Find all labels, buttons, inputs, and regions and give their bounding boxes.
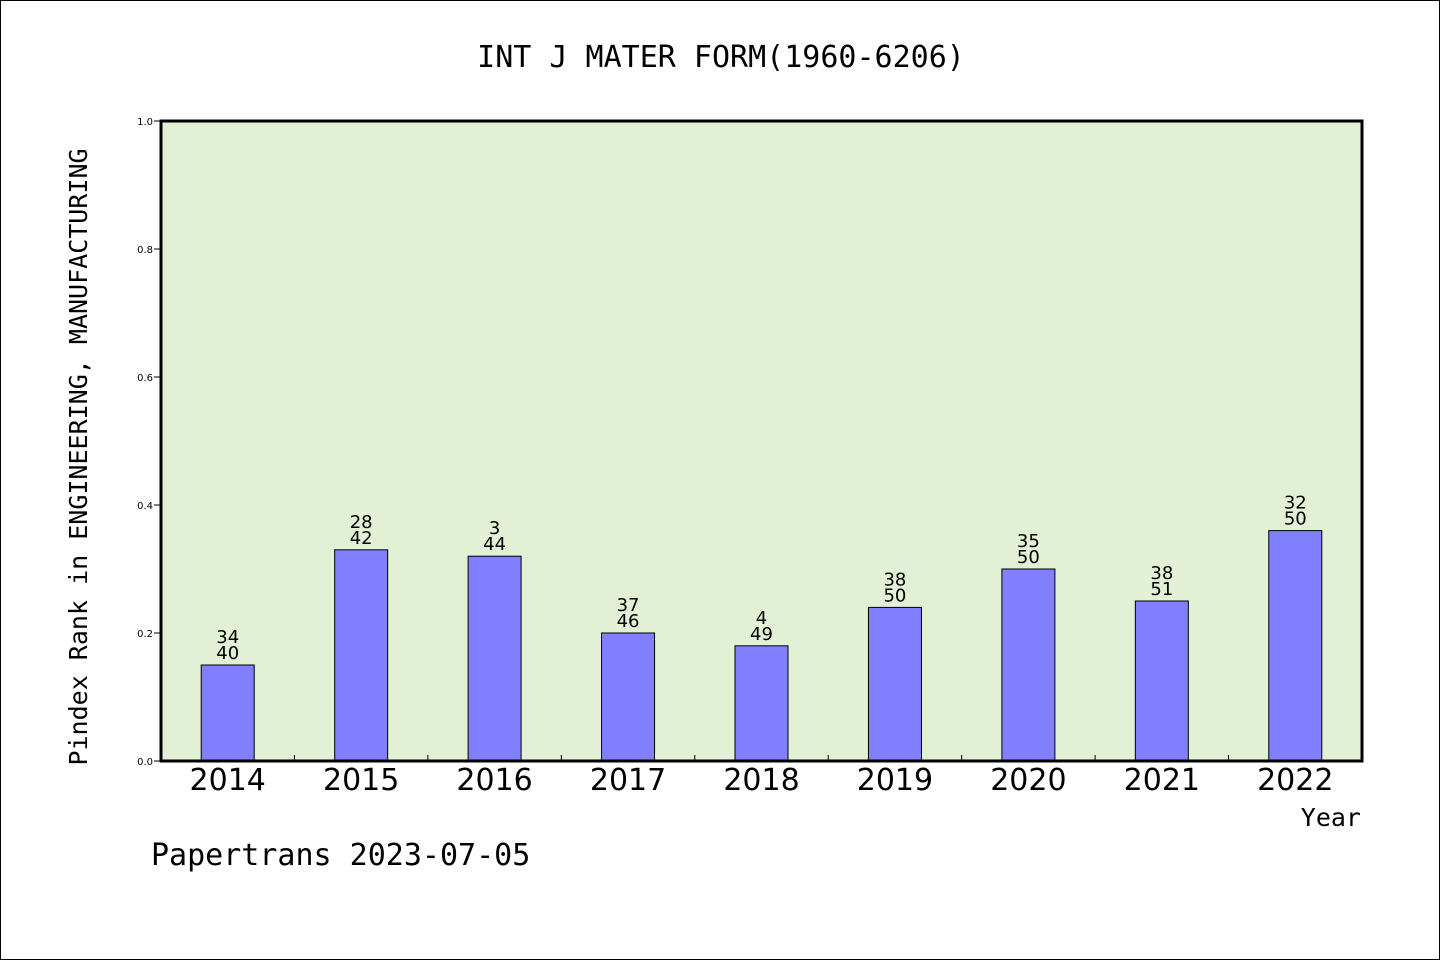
bar-rank-label: 38: [1150, 563, 1173, 584]
bar-total-label: 50: [883, 585, 906, 606]
bar-2021: [1134, 600, 1189, 762]
x-tick-label: 2015: [323, 763, 399, 798]
bar-total-label: 44: [483, 534, 506, 555]
bar-2016: [467, 555, 522, 762]
bar-total-label: 42: [350, 528, 373, 549]
bar-total-label: 49: [750, 624, 773, 645]
bar-rank-label: 34: [216, 627, 239, 648]
bar-rank-label: 28: [350, 512, 373, 533]
bar-2014: [200, 664, 255, 762]
x-tick-label: 2020: [990, 763, 1066, 798]
bar-series: [200, 530, 1323, 762]
y-axis: 0.0 0.2 0.4 0.6 0.8 1.0: [137, 117, 161, 768]
x-tick-label: 2016: [456, 763, 532, 798]
y-tick-label: 0.0: [137, 757, 153, 768]
bar-total-label: 40: [216, 643, 239, 664]
bar-rank-label: 32: [1284, 493, 1307, 514]
x-tick-label: 2019: [857, 763, 933, 798]
x-axis: 2014 2015 2016 2017 2018 2019 2020 2021 2022: [190, 755, 1333, 798]
x-tick-label: 2017: [590, 763, 666, 798]
x-tick-label: 2018: [723, 763, 799, 798]
bar-2020: [1001, 568, 1056, 762]
bar-2022: [1268, 530, 1323, 762]
bar-rank-label: 3: [489, 518, 500, 539]
bar-2018: [734, 645, 789, 762]
y-tick-label: 0.2: [137, 629, 153, 640]
chart-title: INT J MATER FORM(1960-6206): [477, 40, 965, 75]
y-tick-label: 0.6: [137, 373, 153, 384]
bar-2015: [334, 549, 389, 762]
bar-total-label: 51: [1150, 579, 1173, 600]
x-tick-label: 2014: [190, 763, 266, 798]
bar-rank-label: 35: [1017, 531, 1040, 552]
bar-rank-label: 4: [756, 608, 767, 629]
bar-total-label: 50: [1017, 547, 1040, 568]
bar-2019: [867, 606, 922, 762]
bar-total-label: 50: [1284, 509, 1307, 530]
plot-border: [159, 119, 1364, 763]
y-tick-label: 1.0: [137, 117, 153, 128]
bar-rank-label: 38: [883, 569, 906, 590]
x-tick-label: 2021: [1124, 763, 1200, 798]
footer-credit: Papertrans 2023-07-05: [151, 838, 530, 873]
bar-total-label: 46: [617, 611, 640, 632]
x-tick-label: 2022: [1257, 763, 1333, 798]
x-axis-label: Year: [1301, 803, 1361, 832]
y-tick-label: 0.8: [137, 245, 153, 256]
y-axis-label: Pindex Rank in ENGINEERING, MANUFACTURIN…: [64, 148, 93, 765]
bar-2017: [601, 632, 656, 762]
bar-rank-label: 37: [617, 595, 640, 616]
y-tick-label: 0.4: [137, 501, 153, 512]
